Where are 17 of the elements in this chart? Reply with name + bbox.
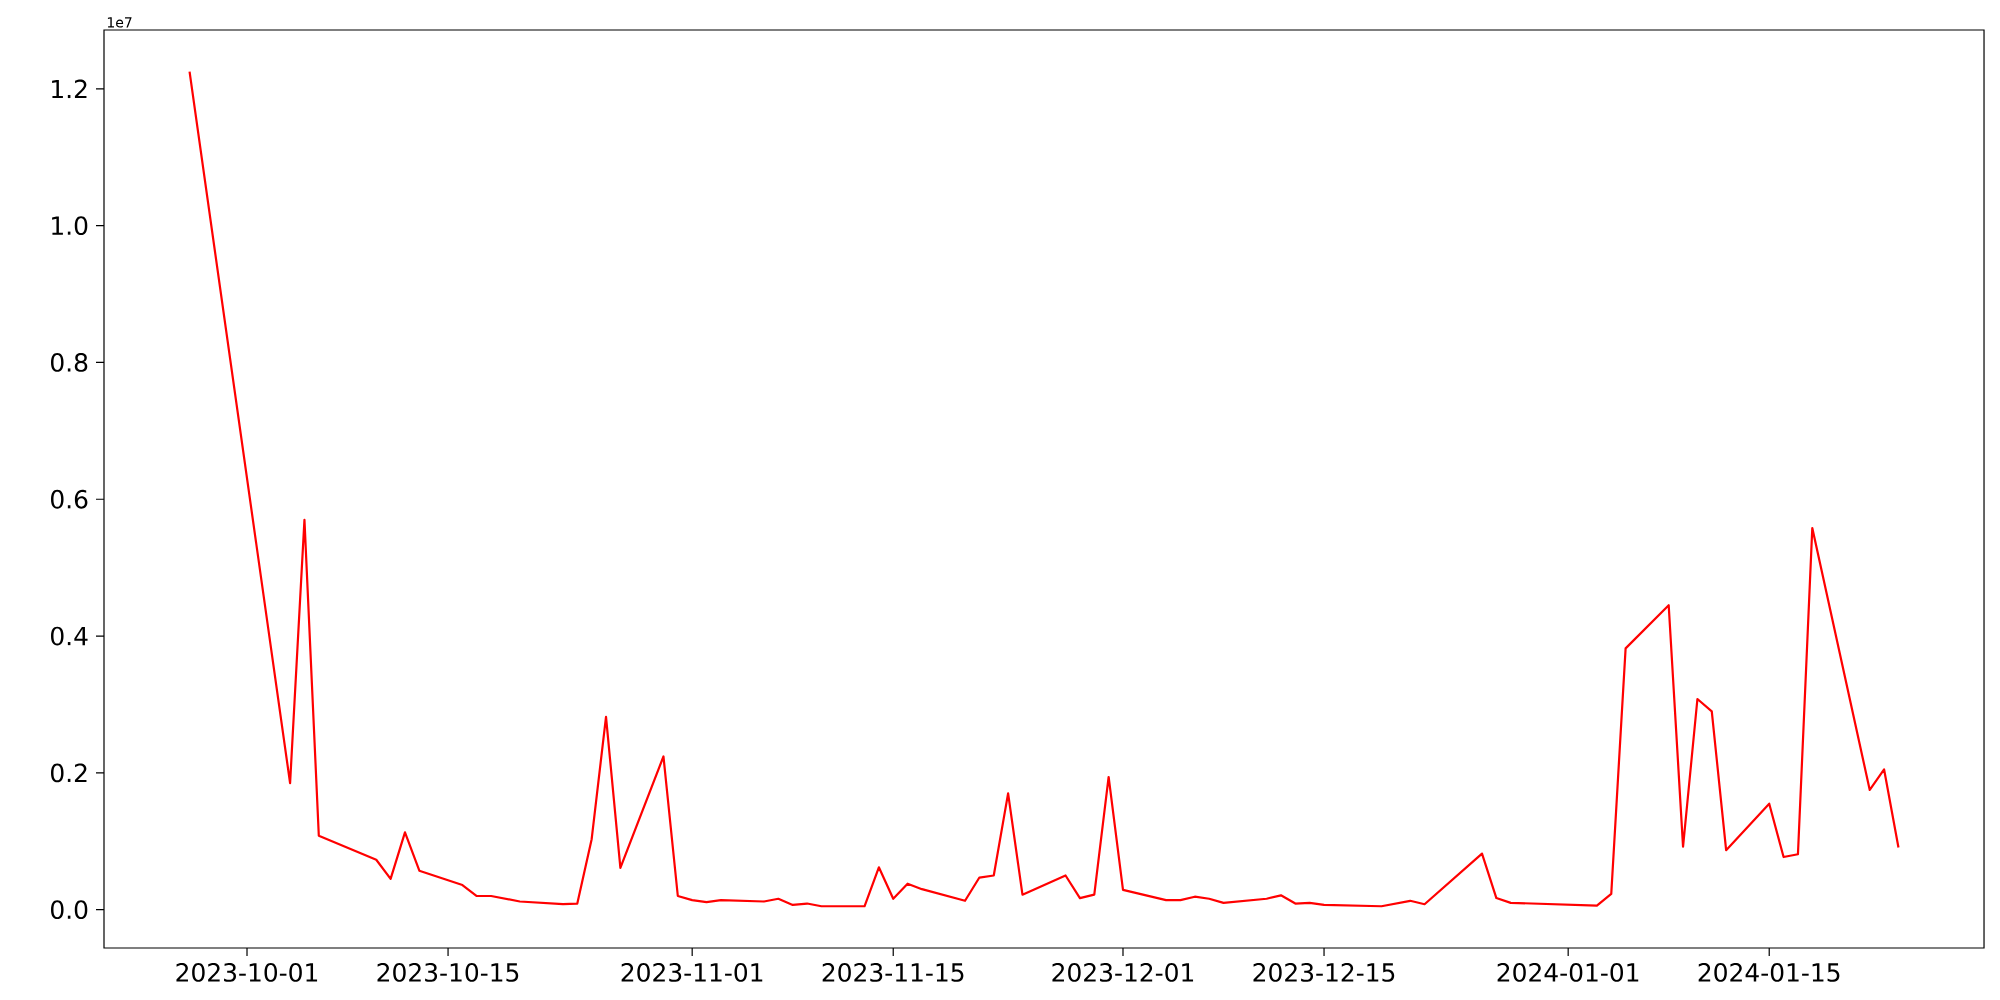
- line-series: [188, 70, 1900, 908]
- x-tick-label: 2023-11-15: [822, 963, 964, 982]
- text: 1e7: [107, 17, 132, 28]
- x-tick-label: 2023-10-15: [377, 963, 519, 982]
- x-tick-label: 2023-10-01: [176, 963, 318, 982]
- y-tick-label: 0.6: [51, 489, 88, 509]
- y-tick-label: 0.0: [51, 900, 88, 920]
- y-tick-label: 1.0: [52, 216, 88, 236]
- y-tick-label: 0.2: [51, 763, 87, 783]
- x-tick-label: 2023-12-01: [1052, 963, 1194, 982]
- x-tick-label: 2024-01-15: [1698, 963, 1840, 982]
- x-tick-label: 2023-11-01: [621, 963, 763, 982]
- y-tick-label: 1.2: [52, 79, 87, 99]
- x-tick-label: 2023-12-15: [1253, 963, 1395, 982]
- y-tick-label: 0.8: [51, 353, 88, 372]
- x-tick-label: 2024-01-01: [1497, 963, 1639, 982]
- y-tick-label: 0.4: [51, 626, 88, 646]
